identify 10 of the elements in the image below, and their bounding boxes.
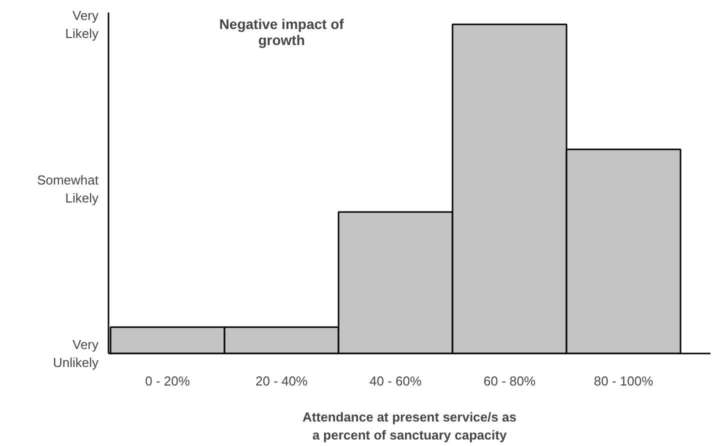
chart-title: Negative impact of growth (219, 16, 344, 48)
x-tick-label: 60 - 80% (484, 374, 536, 388)
text: Very Unlikely (52, 337, 99, 370)
text: Somewhat Likely (37, 172, 99, 206)
x-tick-label: 0 - 20% (145, 374, 190, 388)
x-axis-title: Attendance at present service/s as a percent of sanctuary capacity (302, 410, 516, 442)
text: Very Likely (65, 8, 99, 41)
x-tick-label: 80 - 100% (594, 374, 654, 388)
x-tick-label: 40 - 60% (370, 374, 422, 388)
x-tick-label: 20 - 40% (256, 374, 308, 388)
